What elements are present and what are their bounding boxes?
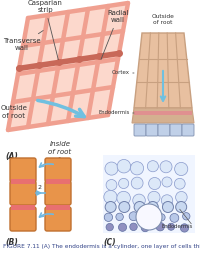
Circle shape — [183, 213, 190, 220]
Circle shape — [136, 204, 162, 230]
Polygon shape — [13, 71, 38, 102]
Polygon shape — [53, 65, 78, 96]
Text: Outside
of root: Outside of root — [1, 105, 27, 118]
Bar — [11, 205, 35, 210]
Circle shape — [176, 201, 187, 212]
Text: Endodermis: Endodermis — [162, 224, 193, 229]
Bar — [11, 179, 35, 184]
Bar — [103, 155, 195, 233]
Text: 2: 2 — [37, 185, 41, 190]
Circle shape — [104, 213, 113, 221]
Circle shape — [104, 190, 117, 204]
Circle shape — [161, 195, 173, 206]
Circle shape — [105, 162, 118, 175]
FancyBboxPatch shape — [45, 181, 71, 205]
Polygon shape — [98, 31, 123, 62]
Circle shape — [117, 191, 130, 205]
Text: Radial
wall: Radial wall — [101, 10, 129, 60]
Circle shape — [176, 192, 187, 203]
Circle shape — [160, 161, 172, 173]
Circle shape — [118, 223, 127, 231]
Polygon shape — [78, 34, 103, 65]
Polygon shape — [58, 37, 83, 68]
Circle shape — [158, 214, 165, 221]
Circle shape — [148, 191, 160, 203]
Circle shape — [119, 201, 130, 212]
FancyBboxPatch shape — [10, 207, 36, 231]
Polygon shape — [23, 15, 48, 46]
Polygon shape — [88, 87, 113, 118]
Circle shape — [170, 213, 179, 222]
FancyBboxPatch shape — [158, 124, 170, 136]
Polygon shape — [18, 43, 43, 74]
Circle shape — [131, 177, 143, 189]
Polygon shape — [103, 3, 128, 34]
Polygon shape — [83, 6, 108, 37]
Bar — [46, 205, 70, 210]
FancyBboxPatch shape — [10, 181, 36, 205]
Circle shape — [117, 159, 131, 173]
Polygon shape — [38, 40, 63, 71]
FancyBboxPatch shape — [134, 124, 146, 136]
Circle shape — [149, 177, 161, 189]
Text: (A): (A) — [5, 152, 18, 161]
Polygon shape — [8, 99, 33, 130]
Text: Inside
of root: Inside of root — [48, 141, 72, 155]
Circle shape — [142, 213, 150, 221]
Circle shape — [129, 212, 138, 221]
Bar — [46, 179, 70, 184]
FancyBboxPatch shape — [45, 207, 71, 231]
Polygon shape — [28, 96, 53, 127]
Circle shape — [119, 178, 129, 188]
Circle shape — [133, 194, 145, 207]
Circle shape — [106, 223, 113, 231]
Text: Endodermis: Endodermis — [99, 110, 130, 116]
Polygon shape — [48, 93, 73, 124]
Text: Casparian
strip: Casparian strip — [28, 0, 62, 60]
FancyBboxPatch shape — [170, 124, 182, 136]
Circle shape — [141, 224, 149, 232]
Text: 1: 1 — [57, 157, 61, 162]
Polygon shape — [63, 9, 88, 40]
FancyBboxPatch shape — [182, 124, 194, 136]
Circle shape — [105, 201, 116, 212]
Circle shape — [130, 162, 144, 175]
Polygon shape — [73, 62, 98, 93]
Circle shape — [130, 223, 137, 230]
Circle shape — [147, 201, 158, 212]
Circle shape — [168, 223, 175, 230]
Text: 3: 3 — [57, 207, 61, 212]
Circle shape — [134, 201, 145, 212]
Text: Transverse
wall: Transverse wall — [3, 31, 43, 51]
Circle shape — [180, 224, 189, 232]
Text: Outside
of root: Outside of root — [152, 14, 174, 25]
Polygon shape — [93, 59, 118, 90]
Circle shape — [175, 162, 188, 176]
Text: (B): (B) — [5, 238, 18, 247]
Polygon shape — [43, 12, 68, 43]
Circle shape — [162, 201, 173, 212]
Text: Cortex: Cortex — [112, 70, 130, 75]
Circle shape — [147, 161, 158, 172]
Circle shape — [162, 177, 172, 187]
Circle shape — [116, 213, 123, 221]
Polygon shape — [68, 90, 93, 121]
Text: (C): (C) — [103, 238, 116, 247]
Circle shape — [174, 178, 185, 189]
Circle shape — [106, 180, 117, 190]
Polygon shape — [33, 68, 58, 99]
Text: FIGURE 7.11 (A) The endodermis is a cylinder, one layer of cells thick, each wit: FIGURE 7.11 (A) The endodermis is a cyli… — [3, 244, 200, 249]
Bar — [103, 155, 195, 233]
Polygon shape — [134, 111, 192, 115]
Circle shape — [156, 222, 164, 231]
FancyBboxPatch shape — [146, 124, 158, 136]
Polygon shape — [132, 108, 194, 123]
FancyBboxPatch shape — [45, 158, 71, 182]
Polygon shape — [134, 33, 192, 108]
FancyBboxPatch shape — [10, 158, 36, 182]
